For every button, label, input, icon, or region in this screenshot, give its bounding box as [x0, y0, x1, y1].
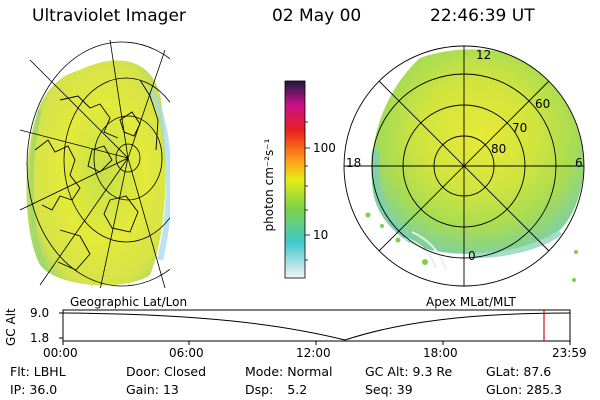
- lat-lon-grid: [20, 40, 170, 288]
- gain-label: Gain:: [126, 382, 159, 397]
- mode-value: Normal: [287, 364, 333, 379]
- gain-value: 13: [162, 382, 179, 397]
- mlt-label-18: 18: [346, 156, 362, 170]
- filter-info: Flt: LBHL: [10, 364, 66, 379]
- colorbar: [284, 80, 310, 279]
- polar-grid: [343, 45, 585, 287]
- seq-value: 39: [396, 382, 413, 397]
- colorbar-tick-10: 10: [313, 228, 329, 242]
- polar-speckles: [365, 212, 578, 282]
- door-value: Closed: [164, 364, 207, 379]
- mlt-label-12: 12: [476, 48, 492, 62]
- timeline-ylabel: GC Alt: [4, 308, 18, 346]
- dsp-info: Dsp: 5.2: [245, 382, 307, 397]
- mlat-label-70: 70: [512, 121, 528, 135]
- glon-info: GLon: 285.3: [486, 382, 562, 397]
- geographic-map: [20, 40, 170, 288]
- timeline-ytick-9: 9.0: [30, 306, 50, 320]
- colorbar-tick-100: 100: [313, 141, 336, 155]
- timeline-xtick-1200: 12:00: [296, 346, 331, 360]
- timeline-xtick-1800: 18:00: [423, 346, 458, 360]
- glat-info: GLat: 87.6: [486, 364, 551, 379]
- gain-info: Gain: 13: [126, 382, 179, 397]
- ip-label: IP:: [10, 382, 26, 397]
- coastlines: [34, 79, 159, 271]
- timeline-xtick-0600: 06:00: [169, 346, 204, 360]
- filter-value: LBHL: [33, 364, 66, 379]
- time-label: 22:46:39 UT: [430, 6, 535, 26]
- timeline-xtick-2359: 23:59: [552, 346, 587, 360]
- polar-map: [343, 45, 585, 287]
- glon-label: GLon:: [486, 382, 523, 397]
- timeline-plot: [59, 309, 571, 345]
- timeline-ytick-1-8: 1.8: [30, 331, 50, 345]
- mlt-label-0: 0: [468, 249, 476, 263]
- date-label: 02 May 00: [272, 6, 362, 26]
- dsp-label: Dsp:: [245, 382, 274, 397]
- timeline-ticks: [59, 312, 571, 345]
- ip-value: 36.0: [29, 382, 58, 397]
- ip-info: IP: 36.0: [10, 382, 57, 397]
- filter-label: Flt:: [10, 364, 30, 379]
- mlat-label-60: 60: [535, 97, 551, 111]
- seq-info: Seq: 39: [365, 382, 413, 397]
- glat-label: GLat:: [486, 364, 520, 379]
- glon-value: 285.3: [526, 382, 562, 397]
- mlt-label-6: 6: [575, 156, 583, 170]
- polar-panel-label: Apex MLat/MLT: [426, 295, 516, 309]
- mode-label: Mode:: [245, 364, 284, 379]
- door-label: Door:: [126, 364, 161, 379]
- timeline-xtick-0000: 00:00: [43, 346, 78, 360]
- dsp-value: 5.2: [287, 382, 308, 397]
- door-info: Door: Closed: [126, 364, 206, 379]
- mlat-label-80: 80: [491, 142, 507, 156]
- geographic-panel-label: Geographic Lat/Lon: [70, 295, 188, 309]
- mode-info: Mode: Normal: [245, 364, 333, 379]
- seq-label: Seq:: [365, 382, 393, 397]
- instrument-title: Ultraviolet Imager: [32, 6, 186, 26]
- altitude-curve: [62, 312, 571, 341]
- colorbar-gradient: [284, 80, 306, 279]
- glat-value: 87.6: [523, 364, 552, 379]
- colorbar-unit-label: photon cm⁻²s⁻¹: [262, 138, 276, 232]
- gcalt-label: GC Alt:: [365, 364, 409, 379]
- gcalt-value: 9.3 Re: [412, 364, 453, 379]
- gcalt-info: GC Alt: 9.3 Re: [365, 364, 452, 379]
